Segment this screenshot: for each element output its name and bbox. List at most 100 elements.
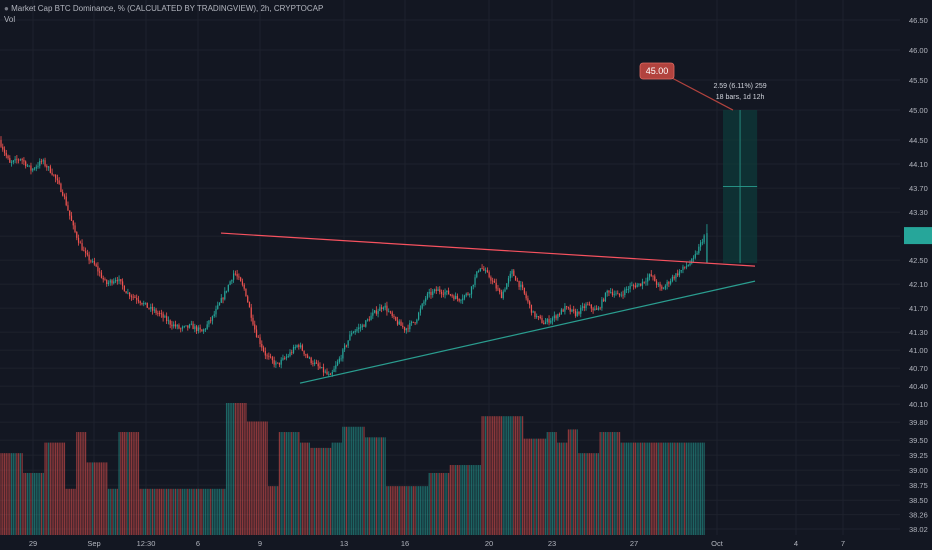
candle-body <box>195 326 198 332</box>
candle-body <box>611 292 614 296</box>
volume-bar <box>352 426 355 535</box>
candle-body <box>691 258 693 264</box>
volume-bar <box>67 488 69 535</box>
volume-bar <box>340 442 342 535</box>
candle-body <box>104 279 106 281</box>
candle-body <box>187 325 189 328</box>
candle-body <box>617 293 619 295</box>
volume-bar <box>141 488 143 535</box>
volume-bar <box>326 447 328 535</box>
volume-bar <box>305 442 307 535</box>
volume-bar <box>335 442 337 535</box>
candle-body <box>208 320 210 325</box>
price-tick-label: 41.00 <box>909 346 928 355</box>
volume-bar <box>100 462 103 535</box>
candle-body <box>439 289 441 292</box>
candle-body <box>588 304 591 306</box>
volume-bar <box>613 432 615 535</box>
candle-body <box>499 289 501 293</box>
volume-bar <box>227 403 229 535</box>
volume-bar <box>373 437 376 535</box>
candle-body <box>171 324 173 327</box>
target-projection[interactable]: 2.59 (6.11%) 259 18 bars, 1d 12h <box>713 83 767 264</box>
candle-body <box>633 285 635 287</box>
candle-body <box>356 329 358 331</box>
volume-bar <box>146 488 148 535</box>
volume-bar <box>516 416 518 535</box>
candle-body <box>83 250 85 252</box>
candle-body <box>241 281 244 285</box>
trendlines[interactable] <box>220 232 756 384</box>
target-callout[interactable]: 45.00 <box>639 62 734 111</box>
candle-body <box>562 309 564 312</box>
candle-body <box>400 321 402 326</box>
candle-body <box>670 280 672 284</box>
price-tick-label: 42.10 <box>909 280 928 289</box>
volume-bar <box>590 453 592 535</box>
volume-bar <box>643 442 645 535</box>
volume-bar <box>248 421 251 535</box>
volume-bar <box>231 403 233 535</box>
volume-bar <box>631 442 633 535</box>
candle-body <box>606 290 608 293</box>
volume-bar <box>698 442 700 535</box>
candle-body <box>303 350 305 355</box>
price-tick-label: 38.50 <box>909 496 928 505</box>
time-axis[interactable]: 29 Sep 12:30 6 9 13 16 20 23 27 Oct 4 7 <box>29 539 845 548</box>
volume-bar <box>102 462 104 535</box>
candle-body <box>662 288 665 290</box>
volume-bar <box>587 453 589 535</box>
volume-bar <box>280 432 282 535</box>
candle-body <box>130 296 133 298</box>
candle-body <box>352 332 355 334</box>
candle-body <box>648 274 651 278</box>
candle-body <box>55 174 57 179</box>
volume-bar <box>173 488 175 535</box>
volume-bar <box>439 472 441 535</box>
candle-body <box>26 165 29 167</box>
volume-bar <box>62 442 64 535</box>
volume-bar <box>86 462 88 535</box>
candle-body <box>551 318 554 321</box>
candle-body <box>188 324 191 328</box>
volume-bar <box>442 472 444 535</box>
volume-bar <box>451 465 453 535</box>
volume-bar <box>259 421 261 535</box>
price-tick-label: 43.70 <box>909 184 928 193</box>
candle-body <box>150 306 152 309</box>
volume-bar <box>164 488 166 535</box>
candle-body <box>232 273 235 280</box>
candle-body <box>39 160 41 166</box>
volume-bar <box>74 488 76 535</box>
volume-bar <box>234 403 236 535</box>
volume-bar <box>677 442 679 535</box>
volume-bar <box>566 442 568 535</box>
candle-body <box>183 326 185 327</box>
candle-body <box>113 281 115 284</box>
volume-bar <box>63 442 66 535</box>
volume-bar <box>174 488 177 535</box>
candle-body <box>553 315 555 319</box>
candle-body <box>118 279 120 282</box>
price-tick-label: 40.70 <box>909 364 928 373</box>
candle-body <box>134 296 136 298</box>
candle-body <box>317 363 319 367</box>
candle-body <box>597 307 600 310</box>
price-axis[interactable]: 46.50 46.00 45.50 45.00 44.50 44.10 43.70 43.30… <box>909 16 928 534</box>
candle-body <box>250 307 252 318</box>
candle-body <box>344 345 346 350</box>
volume-bar <box>625 442 628 535</box>
volume-bar <box>588 453 591 535</box>
candle-body <box>701 242 703 244</box>
candle-body <box>493 280 496 283</box>
candle-body <box>53 174 55 176</box>
volume-bar <box>463 465 466 535</box>
candle-body <box>641 281 644 286</box>
price-axis-background[interactable] <box>900 0 932 550</box>
volume-bar <box>654 442 656 535</box>
volume-bar <box>638 442 640 535</box>
volume-bar <box>435 472 437 535</box>
candle-body <box>40 160 43 162</box>
volume-bar <box>402 486 404 535</box>
